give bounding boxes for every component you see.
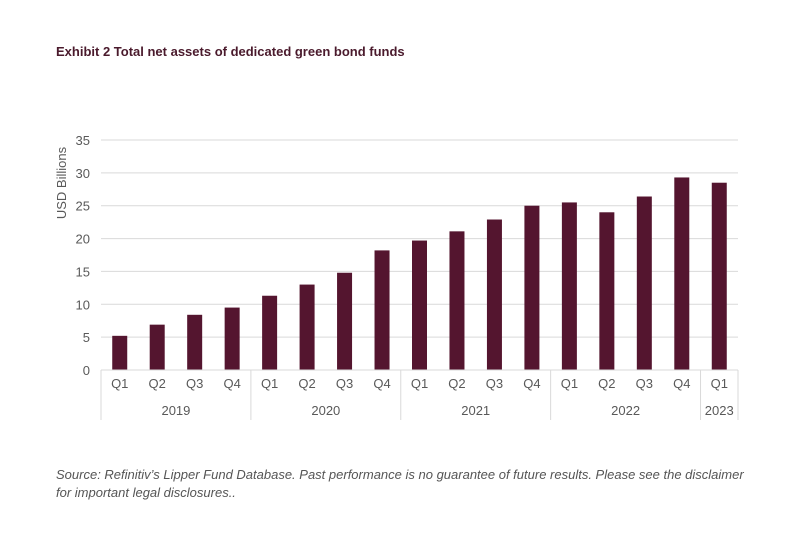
y-tick-label: 0	[83, 363, 90, 378]
y-tick-label: 15	[76, 264, 90, 279]
x-tick-label: Q1	[711, 376, 728, 391]
bar	[374, 250, 390, 370]
bar	[262, 295, 278, 370]
x-tick-label: Q3	[636, 376, 653, 391]
y-tick-label: 20	[76, 232, 90, 247]
bar	[636, 196, 652, 370]
x-group-label: 2022	[611, 403, 640, 418]
x-tick-label: Q1	[561, 376, 578, 391]
bar	[112, 335, 128, 370]
bar	[187, 314, 203, 370]
x-tick-label: Q4	[223, 376, 240, 391]
x-tick-label: Q3	[186, 376, 203, 391]
x-tick-label: Q2	[598, 376, 615, 391]
x-group-label: 2021	[461, 403, 490, 418]
chart-title: Exhibit 2 Total net assets of dedicated …	[56, 44, 405, 59]
x-tick-label: Q4	[673, 376, 690, 391]
bar	[412, 240, 427, 370]
x-tick-label: Q4	[523, 376, 540, 391]
bar	[524, 205, 540, 370]
bar	[449, 231, 465, 370]
y-tick-label: 35	[76, 133, 90, 148]
x-group-label: 2020	[311, 403, 340, 418]
bar	[149, 324, 165, 370]
x-group-label: 2023	[705, 403, 734, 418]
x-tick-label: Q1	[411, 376, 428, 391]
bars	[112, 177, 727, 370]
x-axis: Q1 Q2 Q3 Q4 Q1 Q2 Q3 Q4 Q1 Q2 Q3 Q4 Q1 Q2 Q3 Q4 Q1 2019 20…	[100, 369, 739, 420]
x-tick-label: Q1	[111, 376, 128, 391]
bar	[224, 307, 240, 370]
y-axis-ticks: 0 5 10 15 20 25 30 35	[76, 133, 90, 378]
x-group-label: 2019	[161, 403, 190, 418]
y-tick-label: 30	[76, 166, 90, 181]
y-tick-label: 25	[76, 199, 90, 214]
y-tick-label: 10	[76, 297, 90, 312]
x-tick-label: Q4	[373, 376, 390, 391]
bar	[674, 177, 690, 370]
x-tick-label: Q1	[261, 376, 278, 391]
x-tick-label: Q3	[486, 376, 503, 391]
x-tick-label: Q2	[298, 376, 315, 391]
y-tick-label: 5	[83, 330, 90, 345]
x-tick-label: Q3	[336, 376, 353, 391]
bar	[486, 219, 502, 370]
bar	[711, 182, 727, 370]
bar	[561, 202, 577, 370]
x-tick-label: Q2	[448, 376, 465, 391]
bar	[599, 212, 615, 370]
bar	[299, 284, 315, 370]
source-note: Source: Refinitiv’s Lipper Fund Database…	[56, 467, 744, 500]
x-tick-label: Q2	[149, 376, 166, 391]
y-axis-label: USD Billions	[54, 146, 69, 219]
bar	[337, 272, 353, 370]
